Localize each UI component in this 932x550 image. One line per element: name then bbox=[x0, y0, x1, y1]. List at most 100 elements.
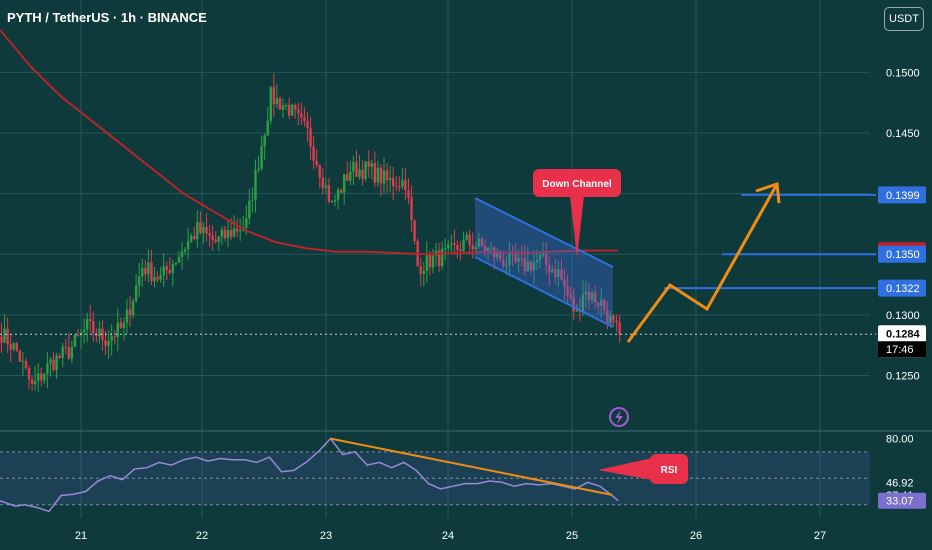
candle bbox=[554, 269, 557, 277]
candle bbox=[529, 261, 533, 271]
rsi-pointer bbox=[598, 458, 652, 480]
candle bbox=[388, 178, 392, 181]
candle bbox=[260, 146, 263, 169]
candle bbox=[116, 322, 119, 338]
candle bbox=[336, 189, 340, 200]
candle bbox=[33, 380, 37, 384]
candle bbox=[505, 264, 508, 267]
candle bbox=[245, 218, 248, 228]
candle bbox=[343, 174, 346, 193]
projection-arrowhead bbox=[755, 181, 781, 204]
x-tick-label: 21 bbox=[75, 530, 87, 542]
candle bbox=[447, 244, 450, 249]
candle bbox=[266, 120, 269, 136]
candle bbox=[508, 252, 511, 265]
channel-lower-line bbox=[474, 256, 614, 328]
candle bbox=[566, 286, 569, 296]
candle bbox=[587, 291, 591, 301]
price-tick-label: 0.1500 bbox=[886, 67, 920, 79]
candle bbox=[544, 253, 548, 265]
candle bbox=[73, 334, 77, 347]
candle bbox=[499, 251, 502, 260]
candle bbox=[373, 163, 377, 183]
candle bbox=[46, 363, 49, 374]
candle bbox=[122, 322, 126, 328]
candle bbox=[465, 234, 468, 240]
rsi-tick-label: 80.00 bbox=[886, 434, 914, 446]
candle bbox=[569, 295, 572, 298]
candle bbox=[272, 87, 276, 105]
candle bbox=[92, 321, 95, 334]
candle bbox=[278, 98, 282, 110]
candle bbox=[600, 299, 603, 306]
candle bbox=[300, 113, 303, 118]
candle bbox=[324, 185, 328, 189]
candle bbox=[462, 239, 465, 252]
countdown-label: 17:46 bbox=[886, 344, 914, 356]
candle bbox=[153, 277, 156, 282]
candle bbox=[606, 310, 609, 324]
candle bbox=[523, 258, 526, 272]
candle bbox=[257, 168, 260, 171]
candle bbox=[107, 340, 110, 346]
candle bbox=[382, 170, 386, 184]
candle bbox=[27, 368, 31, 380]
candle bbox=[12, 343, 15, 350]
candle bbox=[297, 109, 300, 114]
candle bbox=[477, 238, 481, 247]
candle bbox=[520, 258, 523, 260]
candle bbox=[232, 228, 236, 237]
candle bbox=[58, 355, 61, 358]
candle bbox=[303, 117, 306, 122]
rsi-trendline bbox=[330, 437, 613, 496]
candle bbox=[144, 267, 147, 275]
candle bbox=[37, 373, 40, 381]
candle bbox=[349, 171, 352, 181]
candle bbox=[61, 347, 64, 358]
currency-button[interactable]: USDT bbox=[884, 7, 924, 31]
candle bbox=[211, 235, 214, 240]
candle bbox=[346, 174, 349, 181]
candle bbox=[40, 373, 43, 381]
candle bbox=[95, 333, 98, 337]
price-tick-label: 0.1450 bbox=[886, 128, 920, 140]
candle bbox=[52, 359, 55, 370]
candle bbox=[21, 360, 25, 362]
candle bbox=[217, 236, 220, 243]
candle bbox=[199, 222, 202, 233]
candle bbox=[339, 189, 343, 193]
candle bbox=[168, 270, 171, 273]
candle bbox=[177, 256, 181, 263]
candle bbox=[517, 258, 520, 262]
candle bbox=[15, 343, 18, 351]
candle bbox=[538, 255, 542, 261]
candle bbox=[364, 161, 367, 180]
candle bbox=[391, 178, 395, 187]
candle bbox=[584, 291, 588, 295]
candle bbox=[410, 197, 413, 221]
flash-icon bbox=[609, 407, 629, 427]
candle bbox=[156, 277, 159, 280]
candle bbox=[226, 230, 230, 239]
candle bbox=[593, 292, 597, 303]
candle bbox=[401, 180, 404, 188]
candle bbox=[82, 329, 86, 333]
candle bbox=[147, 262, 150, 275]
candle bbox=[468, 234, 471, 246]
candle bbox=[551, 269, 554, 273]
candle bbox=[376, 167, 380, 183]
candle bbox=[186, 241, 190, 250]
candle bbox=[563, 279, 566, 287]
candle bbox=[541, 253, 545, 256]
candle bbox=[119, 322, 123, 328]
candle bbox=[110, 336, 113, 341]
candle bbox=[180, 251, 184, 257]
candle bbox=[333, 199, 337, 202]
x-tick-label: 26 bbox=[690, 530, 702, 542]
candle bbox=[370, 163, 373, 167]
countdown-box bbox=[878, 341, 926, 358]
rsi-label-box bbox=[650, 454, 688, 484]
candle bbox=[453, 243, 456, 246]
candle bbox=[496, 251, 499, 258]
price-tag-label: 0.1399 bbox=[886, 190, 920, 202]
